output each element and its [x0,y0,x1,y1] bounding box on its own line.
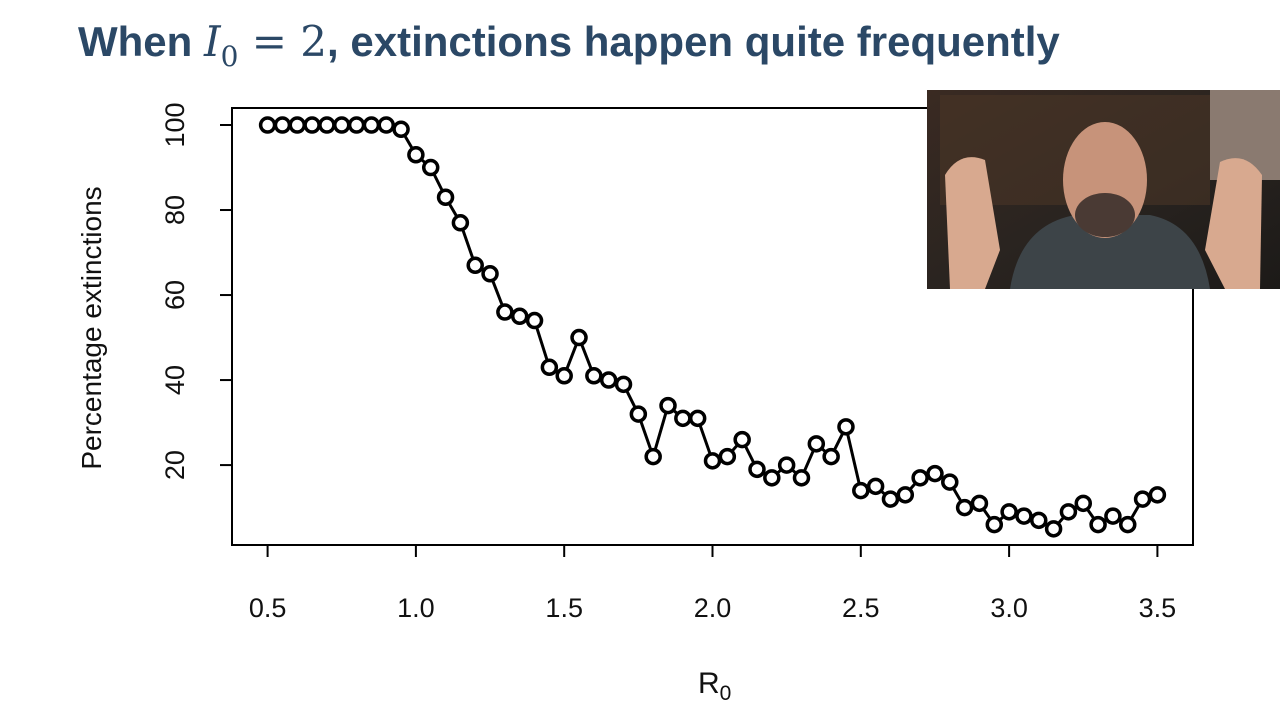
slide-title: When I0 = 2, extinctions happen quite fr… [78,17,1060,73]
x-tick-label: 3.0 [990,593,1028,623]
point [1044,520,1063,538]
point [599,371,618,389]
point [955,498,974,517]
point [466,256,484,275]
point [881,490,900,508]
x-tick-label: 2.5 [842,593,880,623]
right-hand [1205,158,1262,289]
point [1148,486,1167,504]
point [777,456,796,474]
point [347,116,366,134]
point [674,409,692,428]
point [1089,515,1107,534]
point [763,469,781,487]
point [733,430,751,449]
point [822,447,840,466]
point [748,460,766,479]
title-subscript: 0 [221,40,239,73]
y-tick-label: 40 [160,365,190,395]
x-axis-label: R0 [698,667,731,705]
point [792,469,811,487]
point [1030,511,1048,530]
point [273,116,292,134]
point [718,447,737,466]
point [362,116,381,134]
point [911,469,929,487]
point [1104,507,1122,525]
point [570,328,588,347]
x-tick-label: 1.5 [545,593,583,623]
point [540,358,559,377]
point [332,116,351,134]
point [555,367,573,385]
point [866,477,885,496]
point [614,375,633,394]
title-start: When [78,18,204,65]
x-tick-label: 0.5 [249,593,287,623]
point [1000,503,1018,521]
point [496,303,514,321]
point [421,158,440,177]
point [837,418,855,436]
point [451,214,470,232]
point [629,405,648,423]
title-end: , extinctions happen quite frequently [327,18,1060,65]
point [510,307,529,326]
point [407,146,425,164]
y-tick-label: 60 [160,280,190,310]
point [303,116,321,134]
beard [1075,193,1135,237]
point [659,396,677,415]
point [1015,507,1033,525]
point [896,486,915,504]
point [1133,490,1152,508]
point [1074,494,1093,513]
point [258,116,277,134]
point [436,188,455,207]
title-math: = 2 [238,17,327,66]
x-tick-label: 1.0 [397,593,435,623]
shirt [1010,215,1210,289]
plot: 0.5 1.0 1.5 2.0 2.5 3.0 3.5 20 40 60 80 100 [160,102,1176,623]
point [926,464,944,483]
point [585,367,603,385]
point [703,452,722,470]
point [288,116,307,134]
point [392,120,410,139]
y-tick-label: 100 [160,102,190,147]
point [941,473,959,491]
y-tick-label: 20 [160,450,190,480]
y-tick-label: 80 [160,195,190,225]
point [985,515,1004,534]
y-axis-label: Percentage extinctions [76,186,107,469]
x-label-subscript: 0 [720,682,732,705]
point [525,311,544,330]
x-label-main: R [698,667,720,700]
point [1059,503,1078,521]
title-symbol: I [203,17,222,66]
left-hand [945,157,1000,289]
point [688,409,707,428]
x-tick-label: 3.5 [1139,593,1177,623]
x-tick-label: 2.0 [694,593,732,623]
point [318,116,336,134]
point [1118,515,1137,534]
point [970,494,989,513]
point [481,265,499,283]
point [807,435,826,453]
point [377,116,395,134]
point [852,481,870,500]
point [644,447,662,466]
webcam-overlay [927,90,1280,289]
